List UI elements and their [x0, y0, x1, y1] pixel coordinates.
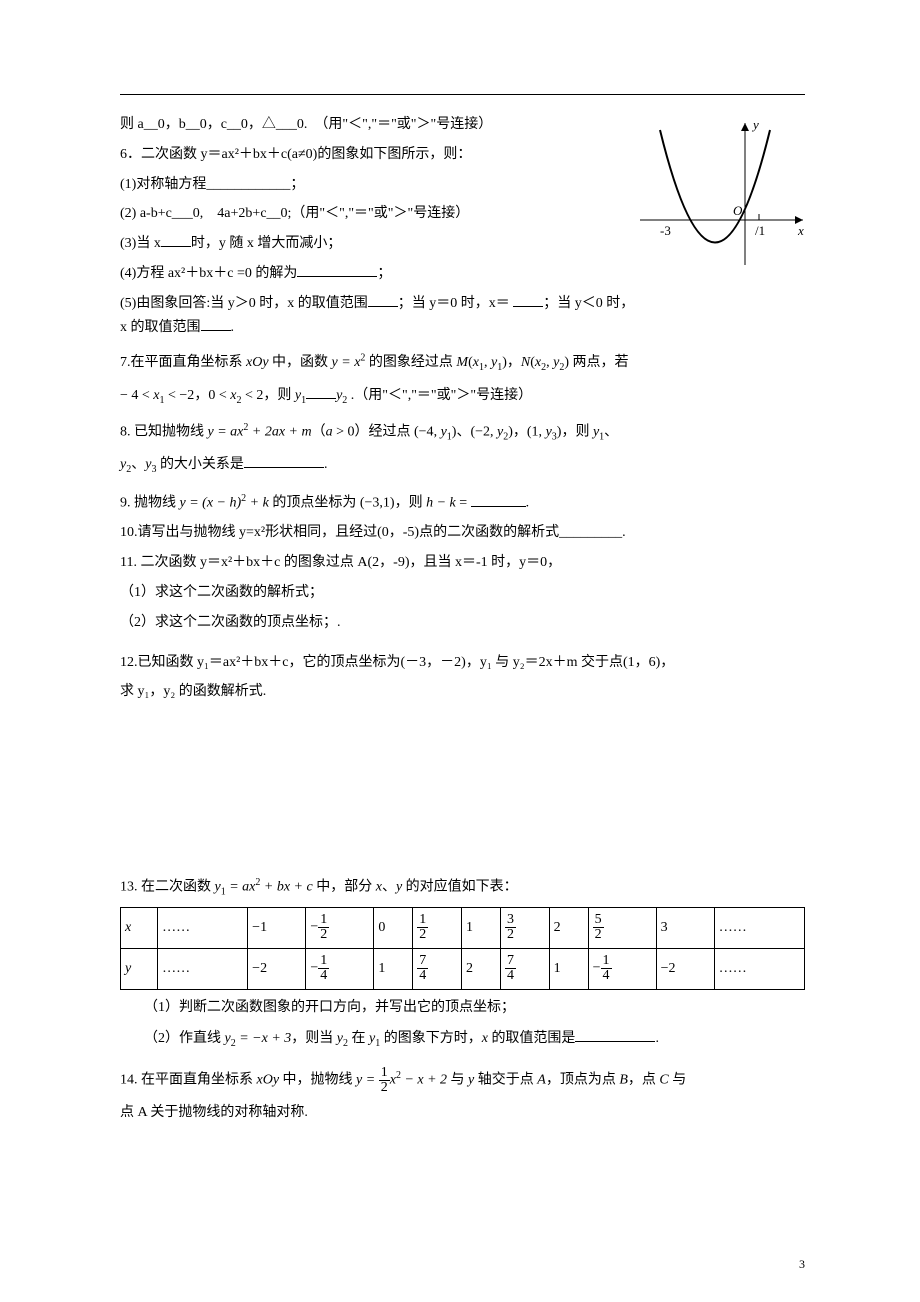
cell: −14	[306, 948, 374, 989]
blank	[244, 453, 324, 468]
cell-y: y	[121, 948, 158, 989]
blank	[368, 292, 398, 307]
q11-p1: （1）求这个二次函数的解析式；	[120, 581, 805, 605]
cell: ……	[714, 907, 804, 948]
blank	[297, 262, 377, 277]
q8-a: 8. 已知抛物线 y = ax2 + 2ax + m（a > 0）经过点 (−4…	[120, 419, 805, 445]
cell: −2	[656, 948, 714, 989]
q14-a: 14. 在平面直角坐标系 xOy 中，抛物线 y = 12x2 − x + 2 …	[120, 1066, 805, 1095]
cell: 12	[413, 907, 462, 948]
q7-b-a: − 4 < x1 < −2，0 < x2 < 2，则 y1	[120, 388, 306, 403]
axis-x-label: x	[797, 223, 804, 238]
blank	[513, 292, 543, 307]
cell: 3	[656, 907, 714, 948]
cell: 74	[500, 948, 549, 989]
cell-x: x	[121, 907, 158, 948]
q6-p2: (2) a-b+c___0, 4a+2b+c__0;（用"＜","＝"或"＞"号…	[120, 202, 640, 226]
q11-p2: （2）求这个二次函数的顶点坐标；.	[120, 611, 805, 635]
q9: 9. 抛物线 y = (x − h)2 + k 的顶点坐标为 (−3,1)，则 …	[120, 490, 805, 515]
q14-c: 点 A 关于抛物线的对称轴对称.	[120, 1101, 805, 1125]
q6-p5-a: (5)由图象回答:当 y＞0 时，x 的取值范围	[120, 296, 368, 311]
cell: 2	[549, 907, 588, 948]
q13-p2: （2）作直线 y2 = −x + 3，则当 y2 在 y1 的图象下方时，x 的…	[120, 1027, 805, 1052]
cell: −12	[306, 907, 374, 948]
q7-a: 7.在平面直角坐标系 xOy 中，函数 y = x2 的图象经过点 M(x1, …	[120, 349, 805, 375]
cell: −2	[248, 948, 306, 989]
q12-a: 12.已知函数 y₁＝ax²＋bx＋c，它的顶点坐标为(－3，－2)，y₁ 与 …	[120, 651, 805, 675]
page-number: 3	[799, 1257, 805, 1272]
axis-y-label: y	[751, 117, 759, 132]
table-row: x …… −1 −12 0 12 1 32 2 52 3 ……	[121, 907, 805, 948]
cell: ……	[714, 948, 804, 989]
cell: 1	[374, 948, 413, 989]
q7-b-b: y2 .（用"＜","＝"或"＞"号连接）	[336, 388, 532, 403]
cell: 32	[500, 907, 549, 948]
cell: ……	[158, 907, 248, 948]
cell: 1	[549, 948, 588, 989]
parabola-curve	[660, 130, 770, 243]
q7-b: − 4 < x1 < −2，0 < x2 < 2，则 y1 y2 .（用"＜","…	[120, 384, 805, 409]
cell: 0	[374, 907, 413, 948]
q6-p1: (1)对称轴方程____________；	[120, 173, 640, 197]
blank	[471, 492, 526, 507]
q13-stem: 13. 在二次函数 y1 = ax2 + bx + c 中，部分 x、y 的对应…	[120, 874, 805, 900]
page-header-rule	[120, 94, 805, 95]
q6-p5-b: ；当 y＝0 时，x＝	[398, 296, 510, 311]
blank	[201, 316, 231, 331]
q6-p4-a: (4)方程 ax²＋bx＋c =0 的解为	[120, 266, 297, 281]
q8-b: y2、y3 的大小关系是.	[120, 453, 805, 478]
q6-p4: (4)方程 ax²＋bx＋c =0 的解为 ；	[120, 262, 640, 286]
q6-p3: (3)当 x 时，y 随 x 增大而减小；	[120, 232, 640, 256]
q6-p3-a: (3)当 x	[120, 236, 161, 251]
q6-p5-d: .	[231, 320, 235, 335]
cell: 52	[588, 907, 656, 948]
x-intercept-1: /1	[755, 223, 765, 238]
parabola-graph: x y O -3 /1	[635, 115, 810, 270]
blank	[161, 232, 191, 247]
q12-b: 求 y₁，y₂ 的函数解析式.	[120, 680, 805, 704]
q11-stem: 11. 二次函数 y＝x²＋bx＋c 的图象过点 A(2，-9)，且当 x＝-1…	[120, 551, 805, 575]
table-row: y …… −2 −14 1 74 2 74 1 −14 −2 ……	[121, 948, 805, 989]
q6-p5: (5)由图象回答:当 y＞0 时，x 的取值范围；当 y＝0 时，x＝ ；当 y…	[120, 292, 640, 340]
cell: 1	[462, 907, 501, 948]
cell: −14	[588, 948, 656, 989]
q6-p4-b: ；	[377, 266, 391, 281]
cell: −1	[248, 907, 306, 948]
blank	[575, 1027, 655, 1042]
q6-p3-b: 时，y 随 x 增大而减小；	[191, 236, 342, 251]
x-intercept-neg3: -3	[660, 223, 671, 238]
q10: 10.请写出与抛物线 y=x²形状相同，且经过(0，-5)点的二次函数的解析式_…	[120, 521, 805, 545]
q13-p1: （1）判断二次函数图象的开口方向，并写出它的顶点坐标；	[120, 996, 805, 1020]
blank	[306, 384, 336, 399]
xy-table: x …… −1 −12 0 12 1 32 2 52 3 …… y …… −2 …	[120, 907, 805, 990]
q6-stem: 6．二次函数 y＝ax²＋bx＋c(a≠0)的图象如下图所示，则：	[120, 143, 640, 167]
cell: 74	[413, 948, 462, 989]
cell: ……	[158, 948, 248, 989]
cell: 2	[462, 948, 501, 989]
q7-a-text: 7.在平面直角坐标系 xOy 中，函数 y = x2 的图象经过点 M(x1, …	[120, 355, 629, 370]
